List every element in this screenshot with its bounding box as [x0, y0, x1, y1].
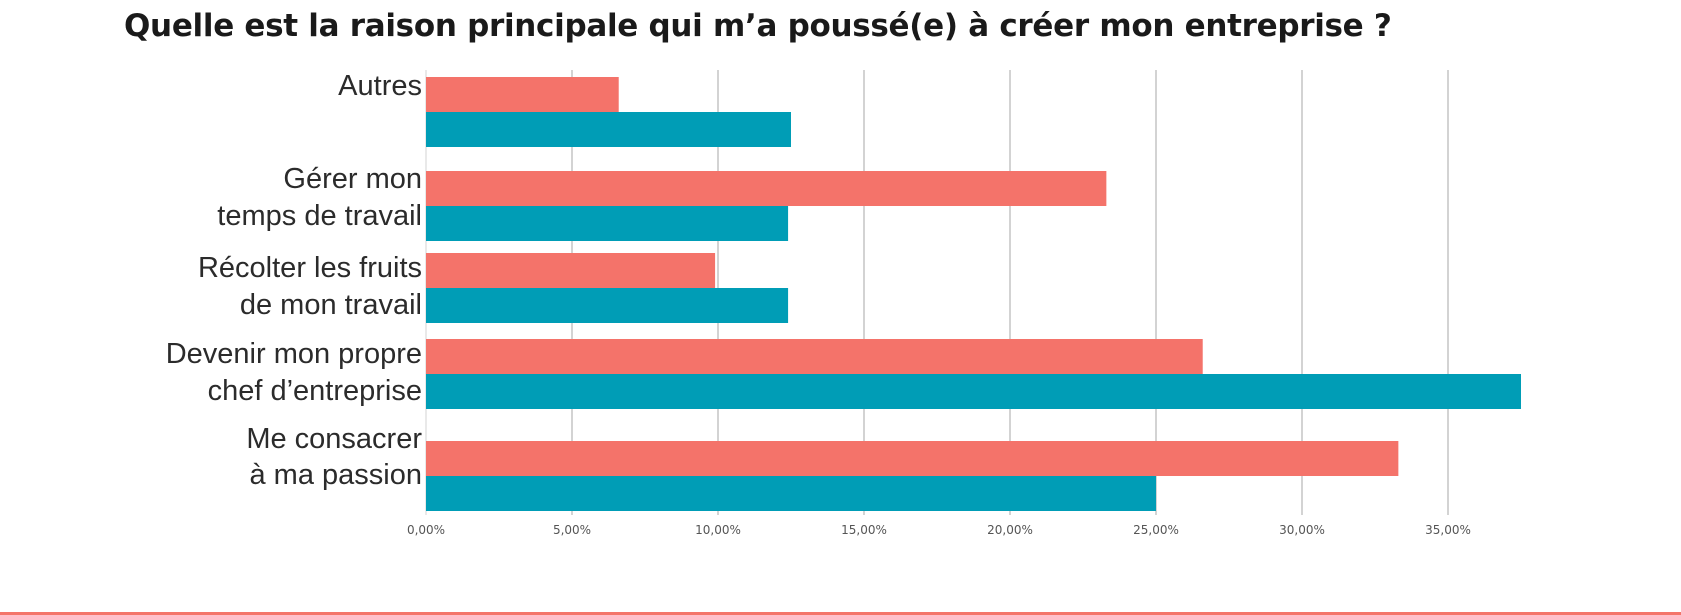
x-axis-ticks: 0,00% 5,00% 10,00% 15,00% 20,00% 25,00% 30,00%… — [407, 523, 1471, 537]
x-tick-label: 0,00% — [407, 523, 445, 537]
bar-series-a — [426, 77, 619, 112]
x-tick-label: 35,00% — [1425, 523, 1471, 537]
category-labels: Autres Gérer mon temps de travail Récolter … — [166, 70, 423, 491]
category-label: temps de travail — [217, 200, 422, 232]
category-label: à ma passion — [250, 459, 423, 491]
category-label: Devenir mon propre — [166, 338, 422, 370]
bar-series-b — [426, 206, 789, 241]
category-label: Autres — [338, 70, 422, 102]
x-tick-label: 10,00% — [695, 523, 741, 537]
category-label: de mon travail — [240, 289, 422, 321]
category-label: Récolter les fruits — [198, 252, 422, 284]
bar-series-b — [426, 476, 1156, 511]
x-tick-label: 5,00% — [553, 523, 591, 537]
bar-series-a — [426, 253, 716, 288]
x-tick-label: 15,00% — [841, 523, 887, 537]
category-label: Me consacrer — [246, 423, 422, 455]
bar-series-a — [426, 441, 1399, 476]
bar-series-b — [426, 288, 789, 323]
bars — [426, 77, 1521, 511]
x-tick-label: 20,00% — [987, 523, 1033, 537]
bar-series-b — [426, 112, 791, 147]
bar-chart: Autres Gérer mon temps de travail Récolter … — [166, 70, 1521, 537]
bar-series-b — [426, 374, 1521, 409]
x-tick-label: 25,00% — [1133, 523, 1179, 537]
category-label: Gérer mon — [283, 163, 422, 195]
bottom-divider — [0, 612, 1681, 615]
x-tick-label: 30,00% — [1279, 523, 1325, 537]
chart-title: Quelle est la raison principale qui m’a … — [124, 8, 1392, 44]
bar-series-a — [426, 171, 1107, 206]
bar-series-a — [426, 339, 1203, 374]
category-label: chef d’entreprise — [208, 375, 422, 407]
